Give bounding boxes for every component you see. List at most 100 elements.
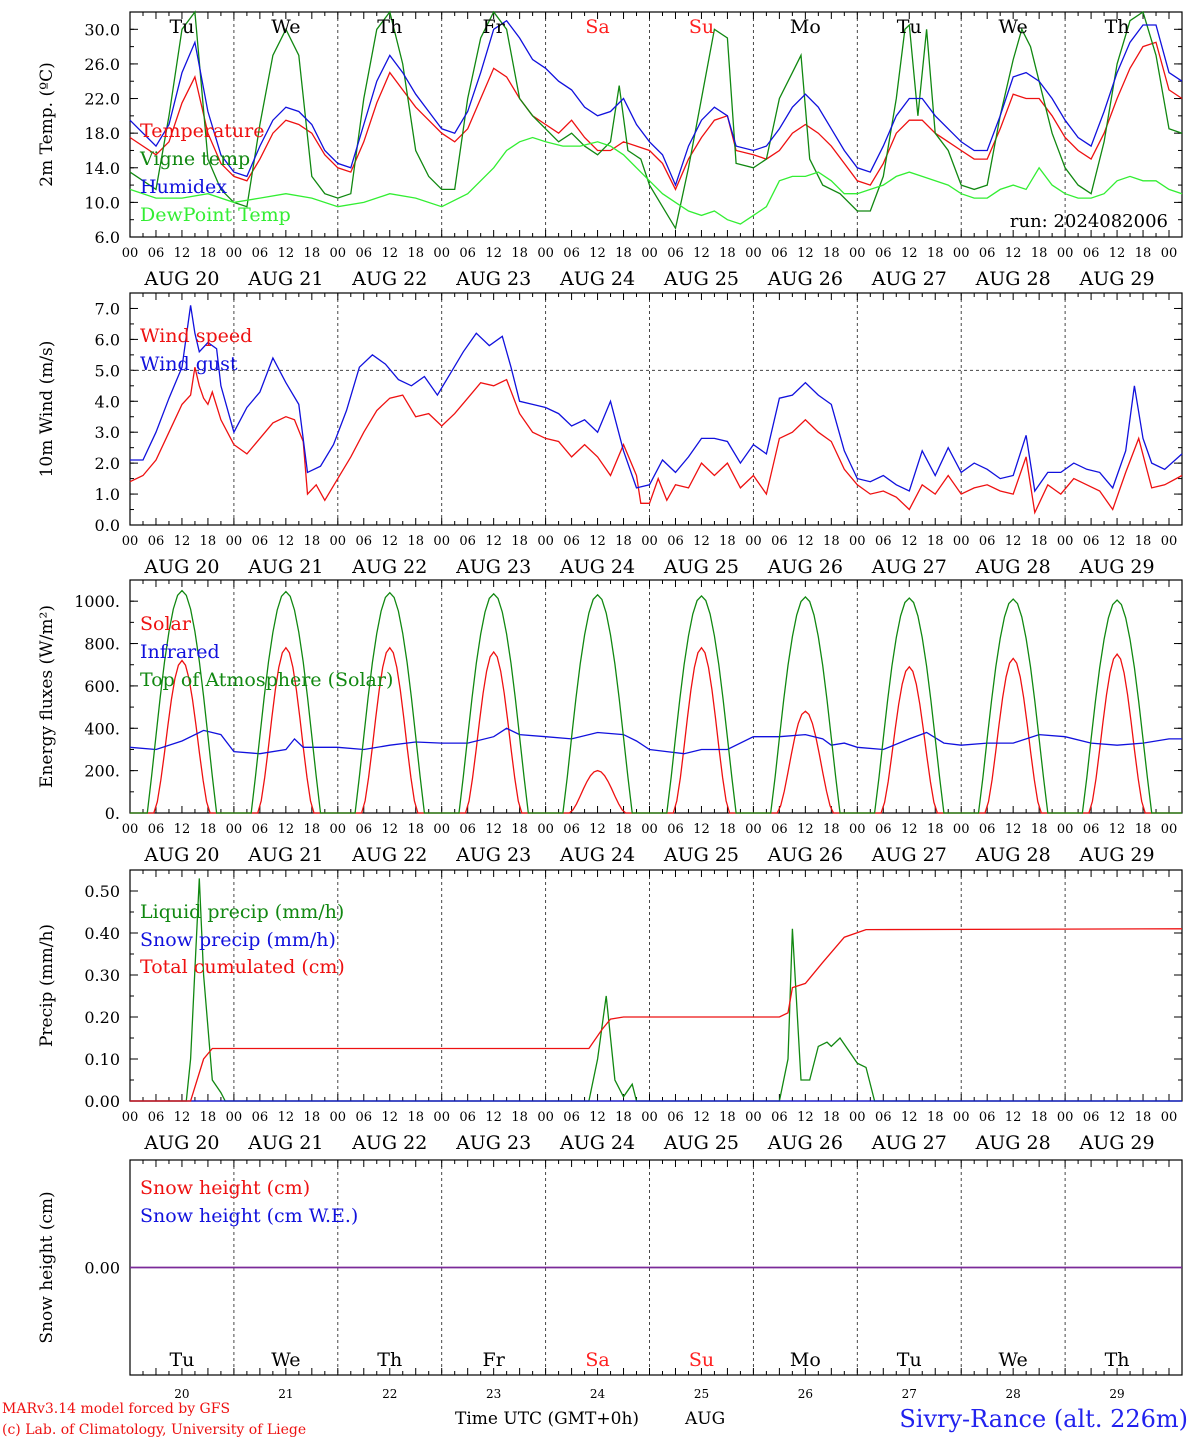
hour-tick-label: 18: [719, 534, 736, 549]
panel-frame: [129, 11, 1183, 238]
hour-tick-label: 12: [485, 246, 502, 261]
hour-tick-label: 06: [771, 1110, 788, 1125]
hour-tick-label: 00: [1057, 534, 1074, 549]
hour-tick-label: 06: [875, 1110, 892, 1125]
weekday-label: We: [999, 16, 1028, 38]
y-tick-label: 200.: [84, 762, 120, 781]
hour-tick-label: 18: [823, 1110, 840, 1125]
hour-tick-label: 18: [1135, 534, 1152, 549]
hour-tick-label: 18: [304, 246, 321, 261]
date-label: AUG 28: [975, 556, 1051, 578]
hour-tick-label: 06: [875, 534, 892, 549]
series-line: [130, 305, 1183, 493]
y-tick-label: 0.20: [84, 1008, 120, 1027]
hour-tick-label: 12: [901, 1110, 918, 1125]
day-number: 27: [902, 1387, 917, 1401]
hour-tick-label: 12: [901, 822, 918, 837]
hour-tick-label: 18: [823, 822, 840, 837]
hour-tick-label: 06: [252, 822, 269, 837]
hour-tick-label: 12: [278, 246, 295, 261]
panel-precip: 0.00 0.10 0.20 0.30 0.40 0.50 Precip (mm/h) Liq…: [37, 869, 1183, 1154]
hour-tick-label: 18: [823, 534, 840, 549]
hour-tick-label: 06: [563, 1110, 580, 1125]
hour-tick-label: 00: [1161, 534, 1178, 549]
hour-tick-label: 18: [511, 246, 528, 261]
hour-tick-label: 06: [1083, 246, 1100, 261]
date-label: AUG 26: [767, 556, 843, 578]
hour-tick-label: 06: [979, 246, 996, 261]
hour-tick-label: 12: [693, 246, 710, 261]
y-tick-label: 0.40: [84, 924, 120, 943]
day-number: 21: [278, 1387, 293, 1401]
hour-tick-label: 06: [252, 534, 269, 549]
hour-tick-label: 18: [823, 246, 840, 261]
weekday-label: Tu: [169, 1349, 194, 1371]
date-label: AUG 22: [351, 844, 427, 866]
legend-entry: Top of Atmosphere (Solar): [140, 669, 393, 691]
hour-tick-label: 06: [979, 1110, 996, 1125]
date-label: AUG 23: [455, 556, 531, 578]
hour-tick-label: 06: [148, 246, 165, 261]
hour-tick-label: 18: [304, 822, 321, 837]
legend-entry: Vigne temp: [139, 148, 250, 170]
hour-tick-label: 18: [1031, 534, 1048, 549]
y-tick-label: 5.0: [95, 361, 120, 380]
legend-entry: Total cumulated (cm): [140, 956, 345, 978]
weekday-label: Th: [377, 1349, 402, 1371]
hour-tick-label: 00: [330, 534, 347, 549]
hour-tick-label: 12: [485, 534, 502, 549]
hour-tick-label: 12: [1005, 1110, 1022, 1125]
hour-tick-label: 18: [511, 1110, 528, 1125]
series-line: [129, 136, 1183, 225]
date-label: AUG 25: [663, 1132, 739, 1154]
legend-entry: Liquid precip (mm/h): [140, 901, 344, 923]
weekday-label: Th: [1105, 1349, 1130, 1371]
hour-tick-label: 12: [174, 246, 191, 261]
hour-tick-label: 06: [875, 822, 892, 837]
date-label: AUG 29: [1078, 844, 1154, 866]
y-tick-label: 400.: [84, 719, 120, 738]
hour-tick-label: 18: [200, 246, 217, 261]
hour-tick-label: 06: [771, 822, 788, 837]
hour-tick-label: 18: [511, 822, 528, 837]
y-tick-label: 800.: [84, 635, 120, 654]
hour-tick-label: 06: [1083, 1110, 1100, 1125]
weekday-label: Fr: [483, 16, 506, 38]
y-tick-label: 0.30: [84, 966, 120, 985]
day-number: 26: [798, 1387, 813, 1401]
hour-tick-label: 06: [252, 1110, 269, 1125]
hour-tick-label: 00: [537, 246, 554, 261]
hour-tick-label: 12: [485, 1110, 502, 1125]
hour-tick-label: 00: [1161, 822, 1178, 837]
date-label: AUG 21: [247, 1132, 323, 1154]
hour-tick-label: 00: [433, 822, 450, 837]
date-label: AUG 29: [1078, 1132, 1154, 1154]
date-label: AUG 29: [1078, 268, 1154, 290]
date-label: AUG 24: [559, 268, 635, 290]
day-number: 20: [174, 1387, 189, 1401]
y-tick-label: 10.0: [84, 193, 120, 212]
hour-tick-label: 18: [719, 246, 736, 261]
date-label: AUG 29: [1078, 556, 1154, 578]
hour-tick-label: 00: [1057, 822, 1074, 837]
day-number: 28: [1006, 1387, 1021, 1401]
hour-tick-label: 00: [226, 822, 243, 837]
hour-tick-label: 06: [148, 822, 165, 837]
y-tick-label: 6.0: [95, 228, 120, 247]
date-label: AUG 23: [455, 1132, 531, 1154]
hour-tick-label: 12: [278, 1110, 295, 1125]
hour-tick-label: 06: [875, 246, 892, 261]
hour-tick-label: 00: [1161, 1110, 1178, 1125]
hour-tick-label: 18: [719, 822, 736, 837]
hour-tick-label: 12: [797, 1110, 814, 1125]
hour-tick-label: 06: [1083, 822, 1100, 837]
hour-tick-label: 00: [537, 1110, 554, 1125]
hour-tick-label: 18: [719, 1110, 736, 1125]
hour-tick-label: 06: [667, 1110, 684, 1125]
hour-tick-label: 00: [953, 822, 970, 837]
hour-tick-label: 06: [459, 246, 476, 261]
hour-tick-label: 00: [1161, 246, 1178, 261]
date-label: AUG 23: [455, 268, 531, 290]
hour-tick-label: 06: [979, 822, 996, 837]
